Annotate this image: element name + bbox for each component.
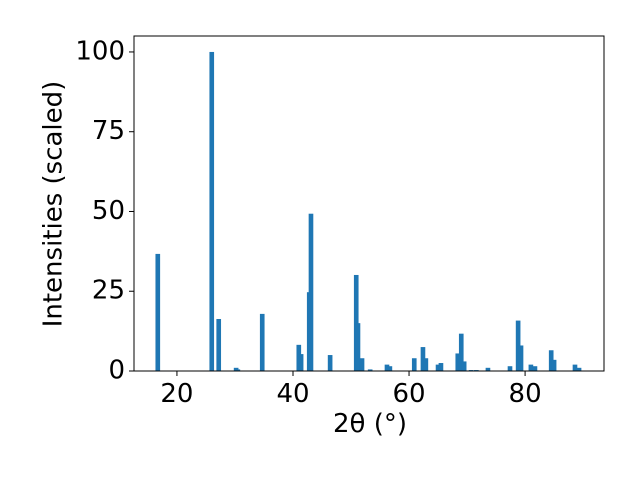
bar	[367, 369, 373, 371]
bar	[209, 51, 215, 371]
y-axis-label: Intensities (scaled)	[39, 81, 69, 328]
bar	[548, 350, 554, 371]
bar	[216, 318, 222, 371]
bar	[387, 366, 393, 371]
x-tick-label: 20	[160, 379, 193, 409]
bar	[423, 358, 429, 371]
bar	[435, 364, 441, 371]
y-tick-label: 75	[92, 116, 125, 146]
bar	[359, 358, 365, 371]
bar	[259, 313, 265, 371]
plot-frame	[133, 35, 605, 372]
bar	[327, 355, 333, 371]
bar	[507, 366, 513, 371]
y-tick-label: 0	[108, 356, 125, 386]
bar	[308, 213, 314, 371]
bar	[576, 367, 582, 371]
bar	[155, 253, 161, 371]
bar	[572, 364, 578, 371]
bar	[461, 361, 467, 371]
bar	[420, 347, 426, 371]
x-tick-label: 80	[509, 379, 542, 409]
bar	[485, 367, 491, 371]
bar	[235, 369, 241, 371]
bar	[355, 323, 361, 371]
bar	[384, 364, 390, 371]
bar	[551, 359, 557, 371]
x-tick-label: 40	[276, 379, 309, 409]
bar	[411, 358, 417, 371]
y-tick-label: 100	[75, 36, 125, 66]
y-tick-label: 50	[92, 196, 125, 226]
x-tick-label: 60	[392, 379, 425, 409]
x-axis-label: 2θ (°)	[333, 409, 407, 439]
bar	[515, 320, 521, 371]
bar	[353, 274, 359, 371]
y-tick-label: 25	[92, 276, 125, 306]
bar	[458, 333, 464, 371]
bar	[518, 345, 524, 371]
bar	[532, 366, 538, 371]
bar	[455, 353, 461, 371]
bar	[438, 363, 444, 371]
bar	[528, 364, 534, 371]
bar	[298, 354, 304, 371]
